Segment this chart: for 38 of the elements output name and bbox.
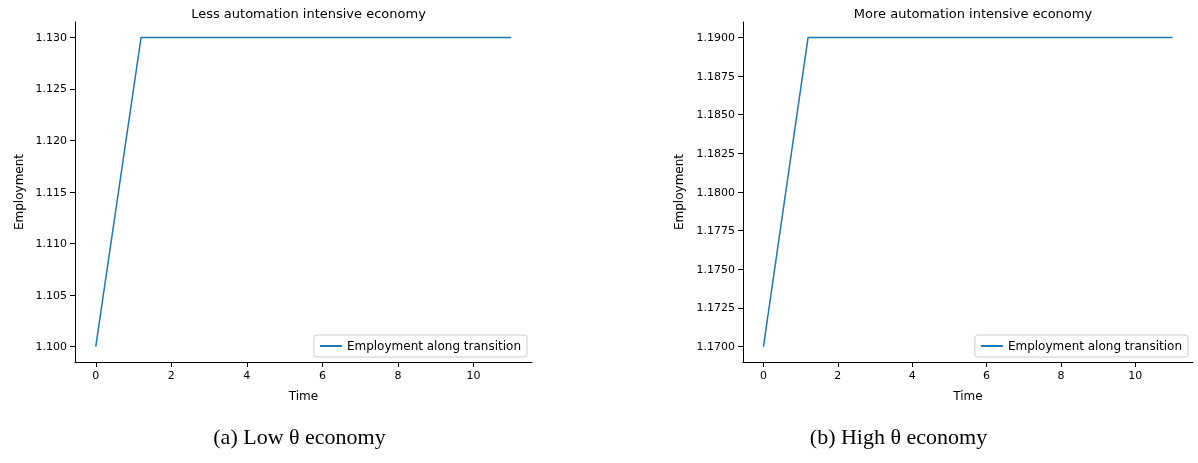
x-tick-label: 6 <box>318 369 326 382</box>
legend-label: Employment along transition <box>1007 339 1183 353</box>
y-tick-label: 1.1800 <box>696 185 735 199</box>
y-axis-title: Employment <box>672 153 686 231</box>
x-tick-label: 10 <box>466 369 481 382</box>
y-tick-label: 1.110 <box>35 237 67 251</box>
chart-title: More automation intensive economy <box>853 6 1093 21</box>
legend-label: Employment along transition <box>346 339 522 353</box>
y-tick-label: 1.100 <box>35 340 67 354</box>
text: (a) Low θ economy <box>213 423 386 449</box>
x-tick-label: 4 <box>908 369 916 382</box>
y-tick-label: 1.115 <box>35 185 67 199</box>
y-tick-label: 1.1825 <box>696 146 735 160</box>
x-tick-label: 4 <box>243 369 251 382</box>
y-tick-label: 1.1900 <box>696 30 735 44</box>
y-tick-label: 1.105 <box>35 288 67 302</box>
x-tick-label: 6 <box>983 369 991 382</box>
x-tick-label: 8 <box>394 369 402 382</box>
y-tick-label: 1.125 <box>35 82 67 96</box>
y-tick-label: 1.1750 <box>696 262 735 276</box>
y-tick-label: 1.1700 <box>696 340 735 354</box>
y-tick-label: 1.1725 <box>696 301 735 315</box>
x-tick-label: 2 <box>167 369 175 382</box>
x-tick-label: 8 <box>1057 369 1065 382</box>
y-tick-label: 1.1875 <box>696 69 735 83</box>
y-axis-title: Employment <box>11 153 26 231</box>
y-tick-label: 1.130 <box>35 30 67 44</box>
x-tick-label: 10 <box>1128 369 1143 382</box>
x-axis-title: Time <box>287 389 319 403</box>
x-tick-label: 0 <box>759 369 767 382</box>
chart-title: Less automation intensive economy <box>191 6 427 21</box>
x-tick-label: 0 <box>92 369 100 382</box>
y-tick-label: 1.120 <box>35 133 67 147</box>
text: (b) High θ economy <box>809 423 988 449</box>
y-tick-label: 1.1775 <box>696 224 735 238</box>
x-tick-label: 2 <box>834 369 842 382</box>
y-tick-label: 1.1850 <box>696 108 735 122</box>
x-axis-title: Time <box>952 389 983 403</box>
